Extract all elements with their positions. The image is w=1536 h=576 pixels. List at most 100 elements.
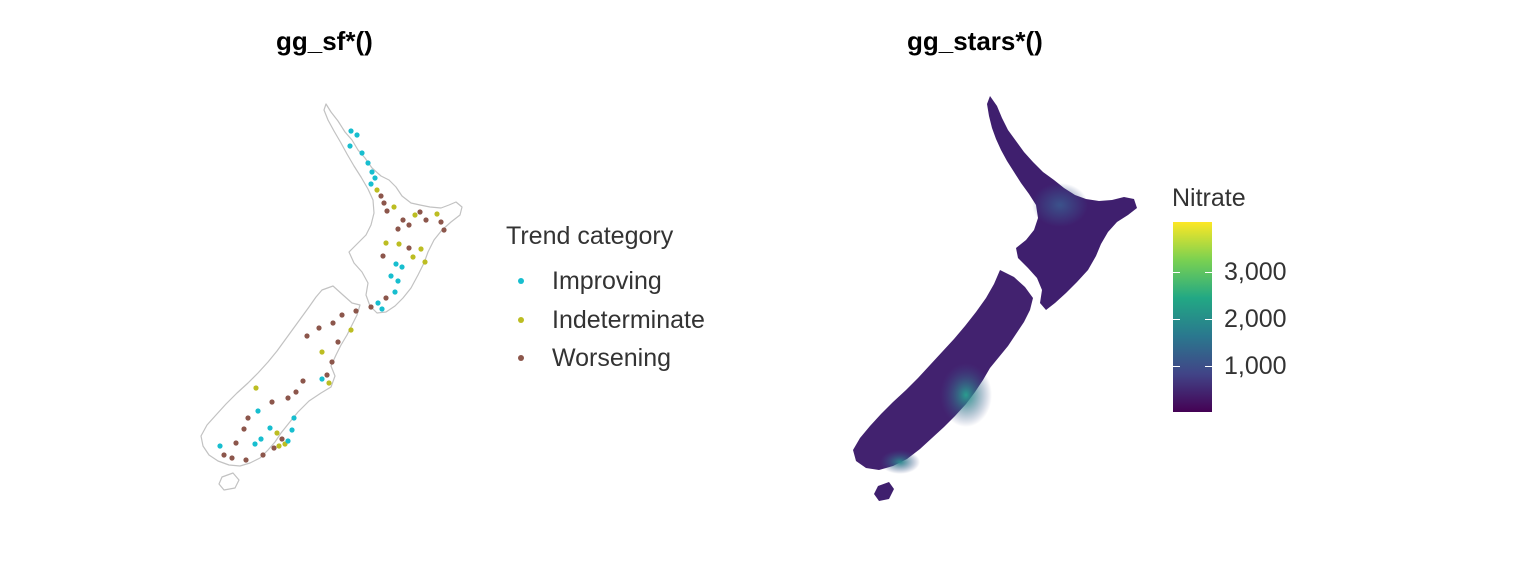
sample-point — [417, 209, 423, 215]
colorbar-tick-label: 3,000 — [1224, 258, 1287, 286]
legend-item-worsening: Worsening — [518, 343, 671, 373]
sample-point — [279, 436, 285, 442]
sample-point — [289, 427, 295, 433]
south-island-outline — [200, 285, 361, 467]
sample-point — [229, 455, 235, 461]
sample-point — [378, 193, 384, 199]
sample-point — [412, 212, 418, 218]
sample-point — [396, 241, 402, 247]
sample-point — [406, 222, 412, 228]
sample-point — [274, 430, 280, 436]
sample-point — [368, 181, 374, 187]
sample-point — [348, 327, 354, 333]
sample-point — [285, 395, 291, 401]
waikato-highlight — [1032, 183, 1088, 227]
sample-point — [252, 441, 258, 447]
left-panel-title: gg_sf*() — [276, 26, 373, 56]
indeterminate-dot-icon — [518, 317, 524, 323]
sample-point — [369, 169, 375, 175]
sample-point — [217, 443, 223, 449]
legend-item-improving: Improving — [518, 266, 662, 296]
sample-point — [374, 187, 380, 193]
sample-point — [245, 415, 251, 421]
sample-point — [300, 378, 306, 384]
sample-point — [383, 295, 389, 301]
legend-label: Worsening — [552, 343, 672, 372]
sample-point — [372, 175, 378, 181]
right-panel-title: gg_stars*() — [907, 26, 1043, 56]
sample-point — [400, 217, 406, 223]
sample-point — [241, 426, 247, 432]
sample-point — [379, 306, 385, 312]
sample-point — [418, 246, 424, 252]
sample-point — [375, 300, 381, 306]
sample-point — [422, 259, 428, 265]
sample-point — [380, 253, 386, 259]
legend-label: Indeterminate — [552, 305, 705, 334]
stewart-island-outline — [218, 472, 240, 491]
sample-point — [233, 440, 239, 446]
left-sample-points — [217, 128, 447, 463]
sample-point — [393, 261, 399, 267]
sample-point — [267, 425, 273, 431]
sample-point — [316, 325, 322, 331]
sample-point — [399, 264, 405, 270]
sample-point — [243, 457, 249, 463]
sample-point — [304, 333, 310, 339]
sample-point — [271, 445, 277, 451]
sample-point — [392, 289, 398, 295]
improving-dot-icon — [518, 278, 524, 284]
sample-point — [391, 204, 397, 210]
sample-point — [260, 452, 266, 458]
stewart-island-raster — [874, 482, 894, 501]
sample-point — [330, 320, 336, 326]
canterbury-highlight — [940, 363, 992, 427]
sample-point — [381, 200, 387, 206]
sample-point — [395, 278, 401, 284]
sample-point — [339, 312, 345, 318]
sample-point — [253, 385, 259, 391]
sample-point — [410, 254, 416, 260]
sample-point — [319, 349, 325, 355]
sample-point — [395, 226, 401, 232]
legend-item-indeterminate: Indeterminate — [518, 305, 705, 335]
right-map — [853, 96, 1137, 501]
left-map — [200, 103, 463, 491]
sample-point — [368, 304, 374, 310]
south-island-raster — [853, 270, 1033, 470]
colorbar-tick-label: 1,000 — [1224, 352, 1287, 380]
sample-point — [221, 452, 227, 458]
sample-point — [347, 143, 353, 149]
sample-point — [276, 443, 282, 449]
sample-point — [329, 359, 335, 365]
sample-point — [319, 376, 325, 382]
sample-point — [441, 227, 447, 233]
sample-point — [326, 380, 332, 386]
sample-point — [384, 208, 390, 214]
southland-highlight — [880, 450, 920, 474]
sample-point — [353, 308, 359, 314]
legend-label: Improving — [552, 266, 662, 295]
sample-point — [269, 399, 275, 405]
sample-point — [335, 339, 341, 345]
sample-point — [365, 160, 371, 166]
sample-point — [348, 128, 354, 134]
sample-point — [383, 240, 389, 246]
sample-point — [291, 415, 297, 421]
sample-point — [423, 217, 429, 223]
sample-point — [285, 438, 291, 444]
nitrate-colorbar — [1173, 222, 1212, 412]
colorbar-tick-label: 2,000 — [1224, 305, 1287, 333]
sample-point — [293, 389, 299, 395]
sample-point — [388, 273, 394, 279]
worsening-dot-icon — [518, 355, 524, 361]
sample-point — [354, 132, 360, 138]
sample-point — [434, 211, 440, 217]
sample-point — [324, 372, 330, 378]
sample-point — [406, 245, 412, 251]
sample-point — [255, 408, 261, 414]
trend-legend-title: Trend category — [506, 222, 674, 250]
sample-point — [258, 436, 264, 442]
nitrate-legend-title: Nitrate — [1172, 184, 1246, 212]
